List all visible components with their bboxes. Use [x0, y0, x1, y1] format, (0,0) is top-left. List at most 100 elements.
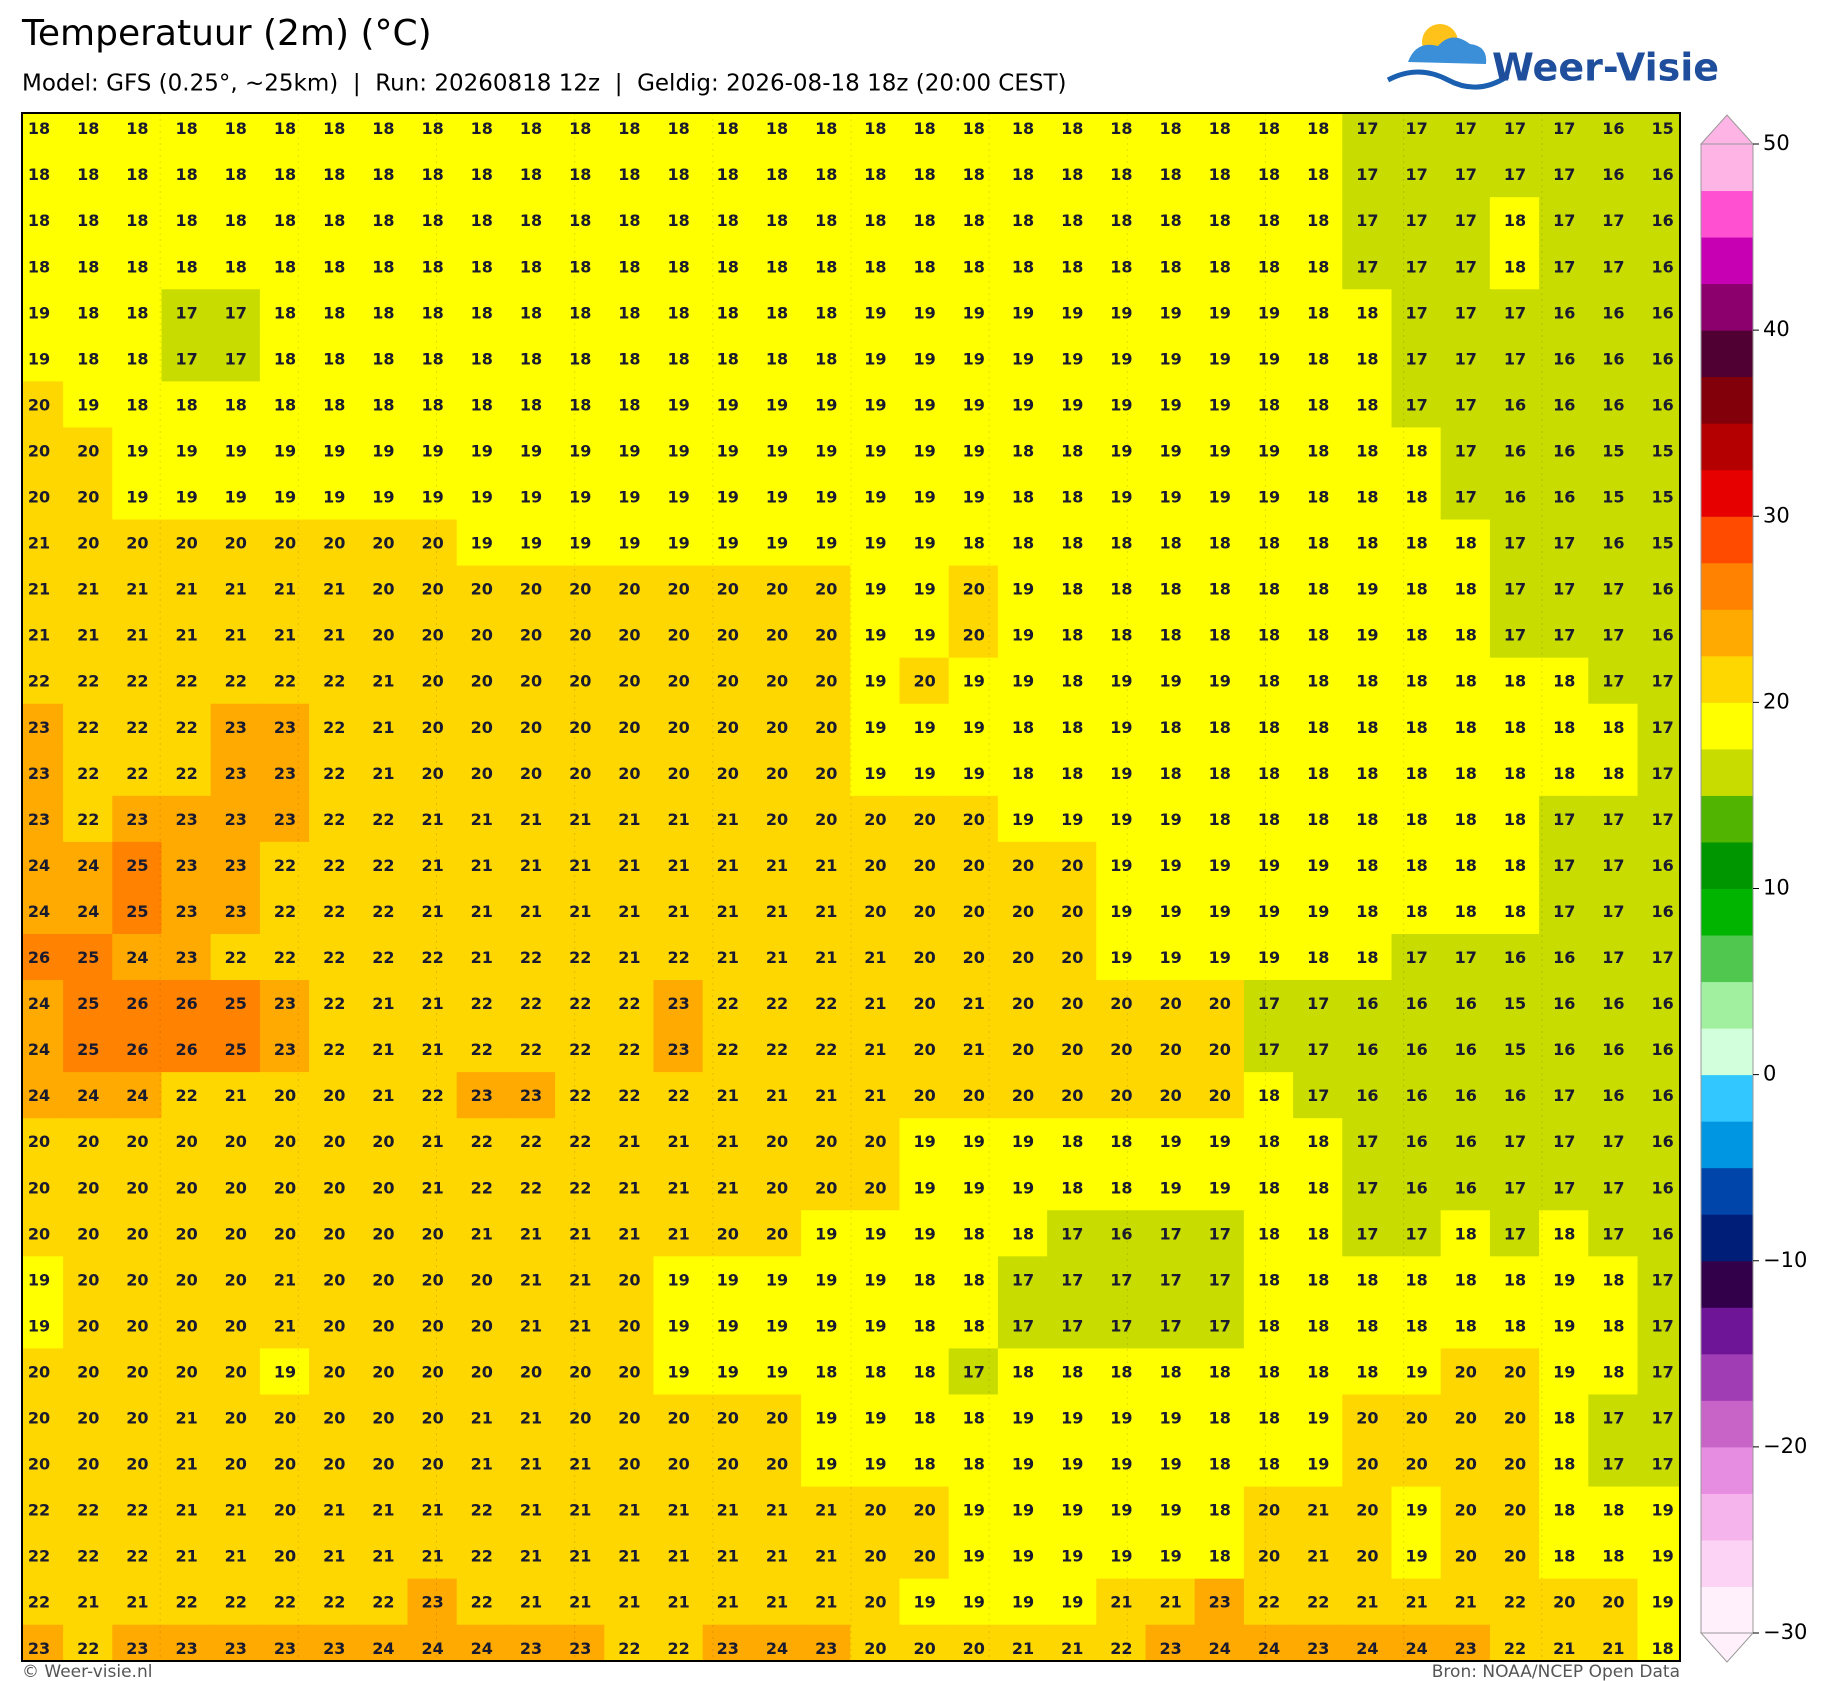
temp-cell	[309, 289, 360, 337]
temp-label: 18	[1061, 1132, 1083, 1151]
temp-label: 22	[569, 1086, 591, 1105]
temp-label: 22	[471, 1547, 493, 1566]
temp-label: 17	[1504, 1132, 1526, 1151]
temp-label: 17	[1405, 211, 1427, 230]
temp-cell	[1293, 473, 1344, 521]
temp-label: 18	[815, 165, 837, 184]
temp-label: 18	[1504, 856, 1526, 875]
temp-cell	[63, 381, 114, 429]
temp-label: 17	[1504, 580, 1526, 599]
temp-cell	[63, 749, 114, 797]
temp-label: 17	[1405, 395, 1427, 414]
temp-label: 22	[520, 1178, 542, 1197]
temp-label: 17	[1455, 303, 1477, 322]
temp-label: 21	[667, 1501, 689, 1520]
temp-label: 20	[274, 534, 296, 553]
temp-cell	[555, 113, 606, 153]
temp-cell	[948, 657, 999, 705]
temp-label: 18	[1110, 165, 1132, 184]
temp-label: 20	[372, 580, 394, 599]
temp-label: 20	[766, 1132, 788, 1151]
temp-label: 16	[1651, 1040, 1673, 1059]
temp-label: 15	[1651, 488, 1673, 507]
temp-label: 17	[1602, 856, 1624, 875]
temp-label: 22	[28, 672, 50, 691]
temp-cell	[1342, 151, 1393, 199]
temp-label: 20	[963, 810, 985, 829]
temp-cell	[1539, 473, 1590, 521]
temp-label: 18	[815, 119, 837, 138]
temp-label: 20	[126, 1362, 148, 1381]
temp-label: 19	[815, 1270, 837, 1289]
temp-cell	[161, 749, 212, 797]
temp-cell	[456, 473, 507, 521]
temp-label: 17	[1553, 902, 1575, 921]
temp-cell	[948, 381, 999, 429]
temp-label: 20	[225, 1316, 247, 1335]
temp-cell	[1588, 657, 1639, 705]
temp-cell	[899, 243, 950, 291]
temp-cell	[1637, 335, 1680, 383]
temp-cell	[358, 565, 409, 613]
temp-cell	[751, 473, 803, 521]
temp-label: 17	[1553, 211, 1575, 230]
colorbar-segment	[1701, 283, 1753, 331]
temp-label: 20	[1504, 1547, 1526, 1566]
temp-label: 19	[815, 395, 837, 414]
temp-label: 18	[126, 211, 148, 230]
temp-label: 16	[1405, 1132, 1427, 1151]
temp-label: 24	[126, 1086, 148, 1105]
temp-label: 19	[1356, 626, 1378, 645]
temp-cell	[407, 519, 458, 567]
temp-cell	[801, 611, 852, 659]
temp-label: 20	[815, 672, 837, 691]
temp-label: 20	[569, 718, 591, 737]
temp-cell	[309, 151, 360, 199]
temp-label: 20	[225, 1362, 247, 1381]
temp-cell	[997, 703, 1049, 751]
temp-label: 20	[1455, 1455, 1477, 1474]
temp-cell	[1637, 519, 1680, 567]
temp-label: 19	[864, 672, 886, 691]
temp-label: 24	[77, 1086, 99, 1105]
temp-cell	[1194, 151, 1245, 199]
temp-label: 18	[1110, 1132, 1132, 1151]
temp-label: 20	[372, 1270, 394, 1289]
temp-label: 18	[1455, 810, 1477, 829]
temp-label: 16	[1602, 395, 1624, 414]
temp-label: 19	[1209, 441, 1231, 460]
temp-label: 19	[913, 626, 935, 645]
temp-label: 18	[28, 211, 50, 230]
temp-label: 20	[1504, 1501, 1526, 1520]
temp-label: 24	[766, 1639, 788, 1658]
temp-cell	[702, 611, 753, 659]
temp-label: 20	[913, 948, 935, 967]
temp-label: 20	[471, 672, 493, 691]
temp-cell	[63, 427, 114, 475]
temp-label: 19	[1061, 1547, 1083, 1566]
temp-label: 21	[569, 1593, 591, 1612]
temp-label: 20	[77, 1132, 99, 1151]
temp-label: 22	[126, 1547, 148, 1566]
temp-label: 23	[274, 718, 296, 737]
temp-cell	[850, 427, 901, 475]
temp-cell	[1047, 565, 1098, 613]
temp-label: 22	[471, 1178, 493, 1197]
temp-label: 22	[372, 1593, 394, 1612]
temp-label: 18	[618, 165, 640, 184]
temp-label: 16	[1553, 488, 1575, 507]
colorbar-segment	[1701, 888, 1753, 936]
temp-label: 18	[1209, 257, 1231, 276]
temp-label: 17	[1553, 119, 1575, 138]
temp-cell	[259, 565, 311, 613]
temp-cell	[1588, 151, 1639, 199]
temp-label: 16	[1553, 948, 1575, 967]
temp-label: 23	[225, 902, 247, 921]
temp-cell	[358, 151, 409, 199]
temp-label: 21	[667, 810, 689, 829]
temp-cell	[456, 243, 507, 291]
colorbar-segment	[1701, 655, 1753, 703]
temp-cell	[1489, 657, 1541, 705]
temp-label: 25	[225, 994, 247, 1013]
colorbar-segment	[1701, 935, 1753, 983]
